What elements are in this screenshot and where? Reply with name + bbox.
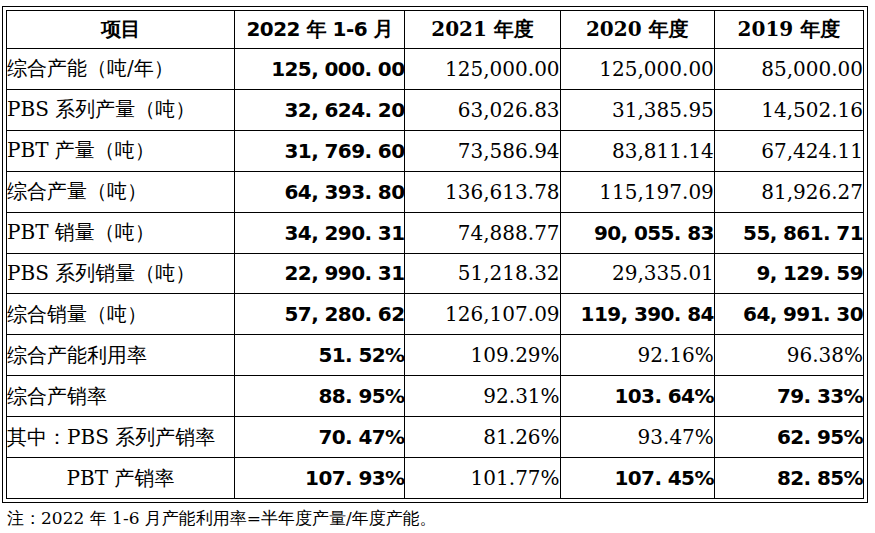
- table-row: PBS 系列产量（吨）32, 624. 2063,026.8331,385.95…: [7, 89, 864, 130]
- header-row: 项目 2022 年 1-6 月 2021 年度 2020 年度 2019 年度: [7, 11, 864, 49]
- value-cell: 93.47%: [560, 417, 714, 458]
- value-cell: 81.26%: [405, 417, 560, 458]
- value-cell: 83,811.14: [560, 130, 714, 171]
- value-cell: 63,026.83: [405, 89, 560, 130]
- row-label: PBS 系列产量（吨）: [7, 89, 235, 130]
- table-body: 综合产能（吨/年）125, 000. 00125,000.00125,000.0…: [7, 49, 864, 499]
- value-cell: 125, 000. 00: [234, 49, 405, 90]
- row-label: 综合销量（吨）: [7, 294, 235, 335]
- value-cell: 34, 290. 31: [234, 212, 405, 253]
- value-cell: 31,385.95: [560, 89, 714, 130]
- value-cell: 51,218.32: [405, 253, 560, 294]
- value-cell: 101.77%: [405, 458, 560, 499]
- column-header-item: 项目: [7, 11, 235, 49]
- value-cell: 136,613.78: [405, 171, 560, 212]
- table-row: 综合产销率88. 95%92.31%103. 64%79. 33%: [7, 376, 864, 417]
- table-row: 综合产能（吨/年）125, 000. 00125,000.00125,000.0…: [7, 49, 864, 90]
- value-cell: 29,335.01: [560, 253, 714, 294]
- row-label: PBT 产量（吨）: [7, 130, 235, 171]
- value-cell: 73,586.94: [405, 130, 560, 171]
- table-header: 项目 2022 年 1-6 月 2021 年度 2020 年度 2019 年度: [7, 11, 864, 49]
- value-cell: 9, 129. 59: [714, 253, 863, 294]
- value-cell: 115,197.09: [560, 171, 714, 212]
- value-cell: 55, 861. 71: [714, 212, 863, 253]
- row-label: 其中：PBS 系列产销率: [7, 417, 235, 458]
- column-header-2020: 2020 年度: [560, 11, 714, 49]
- value-cell: 92.31%: [405, 376, 560, 417]
- value-cell: 107. 45%: [560, 458, 714, 499]
- footnote: 注：2022 年 1-6 月产能利用率=半年度产量/年度产能。: [7, 507, 437, 530]
- table-row: PBS 系列销量（吨）22, 990. 3151,218.3229,335.01…: [7, 253, 864, 294]
- value-cell: 103. 64%: [560, 376, 714, 417]
- column-header-2022h1: 2022 年 1-6 月: [234, 11, 405, 49]
- table-row: 其中：PBS 系列产销率70. 47%81.26%93.47%62. 95%: [7, 417, 864, 458]
- value-cell: 22, 990. 31: [234, 253, 405, 294]
- value-cell: 64, 991. 30: [714, 294, 863, 335]
- value-cell: 81,926.27: [714, 171, 863, 212]
- value-cell: 51. 52%: [234, 335, 405, 376]
- production-table-border: 项目 2022 年 1-6 月 2021 年度 2020 年度 2019 年度 …: [2, 6, 868, 503]
- row-label: PBT 销量（吨）: [7, 212, 235, 253]
- production-table: 项目 2022 年 1-6 月 2021 年度 2020 年度 2019 年度 …: [6, 10, 864, 499]
- value-cell: 90, 055. 83: [560, 212, 714, 253]
- value-cell: 70. 47%: [234, 417, 405, 458]
- value-cell: 126,107.09: [405, 294, 560, 335]
- value-cell: 109.29%: [405, 335, 560, 376]
- document-page: 项目 2022 年 1-6 月 2021 年度 2020 年度 2019 年度 …: [0, 0, 875, 533]
- value-cell: 125,000.00: [560, 49, 714, 90]
- table-row: PBT 销量（吨）34, 290. 3174,888.7790, 055. 83…: [7, 212, 864, 253]
- table-row: 综合产能利用率51. 52%109.29%92.16%96.38%: [7, 335, 864, 376]
- value-cell: 31, 769. 60: [234, 130, 405, 171]
- value-cell: 14,502.16: [714, 89, 863, 130]
- row-label: 综合产销率: [7, 376, 235, 417]
- value-cell: 62. 95%: [714, 417, 863, 458]
- value-cell: 119, 390. 84: [560, 294, 714, 335]
- row-label: PBS 系列销量（吨）: [7, 253, 235, 294]
- value-cell: 92.16%: [560, 335, 714, 376]
- row-label: 综合产能（吨/年）: [7, 49, 235, 90]
- value-cell: 85,000.00: [714, 49, 863, 90]
- value-cell: 107. 93%: [234, 458, 405, 499]
- value-cell: 74,888.77: [405, 212, 560, 253]
- table-row: 综合产量（吨）64, 393. 80136,613.78115,197.0981…: [7, 171, 864, 212]
- value-cell: 96.38%: [714, 335, 863, 376]
- value-cell: 64, 393. 80: [234, 171, 405, 212]
- row-label: 综合产量（吨）: [7, 171, 235, 212]
- row-label: 综合产能利用率: [7, 335, 235, 376]
- row-label: PBT 产销率: [7, 458, 235, 499]
- value-cell: 125,000.00: [405, 49, 560, 90]
- value-cell: 88. 95%: [234, 376, 405, 417]
- table-row: PBT 产销率107. 93%101.77%107. 45%82. 85%: [7, 458, 864, 499]
- table-row: 综合销量（吨）57, 280. 62126,107.09119, 390. 84…: [7, 294, 864, 335]
- table-row: PBT 产量（吨）31, 769. 6073,586.9483,811.1467…: [7, 130, 864, 171]
- value-cell: 32, 624. 20: [234, 89, 405, 130]
- value-cell: 67,424.11: [714, 130, 863, 171]
- value-cell: 57, 280. 62: [234, 294, 405, 335]
- value-cell: 82. 85%: [714, 458, 863, 499]
- value-cell: 79. 33%: [714, 376, 863, 417]
- column-header-2019: 2019 年度: [714, 11, 863, 49]
- column-header-2021: 2021 年度: [405, 11, 560, 49]
